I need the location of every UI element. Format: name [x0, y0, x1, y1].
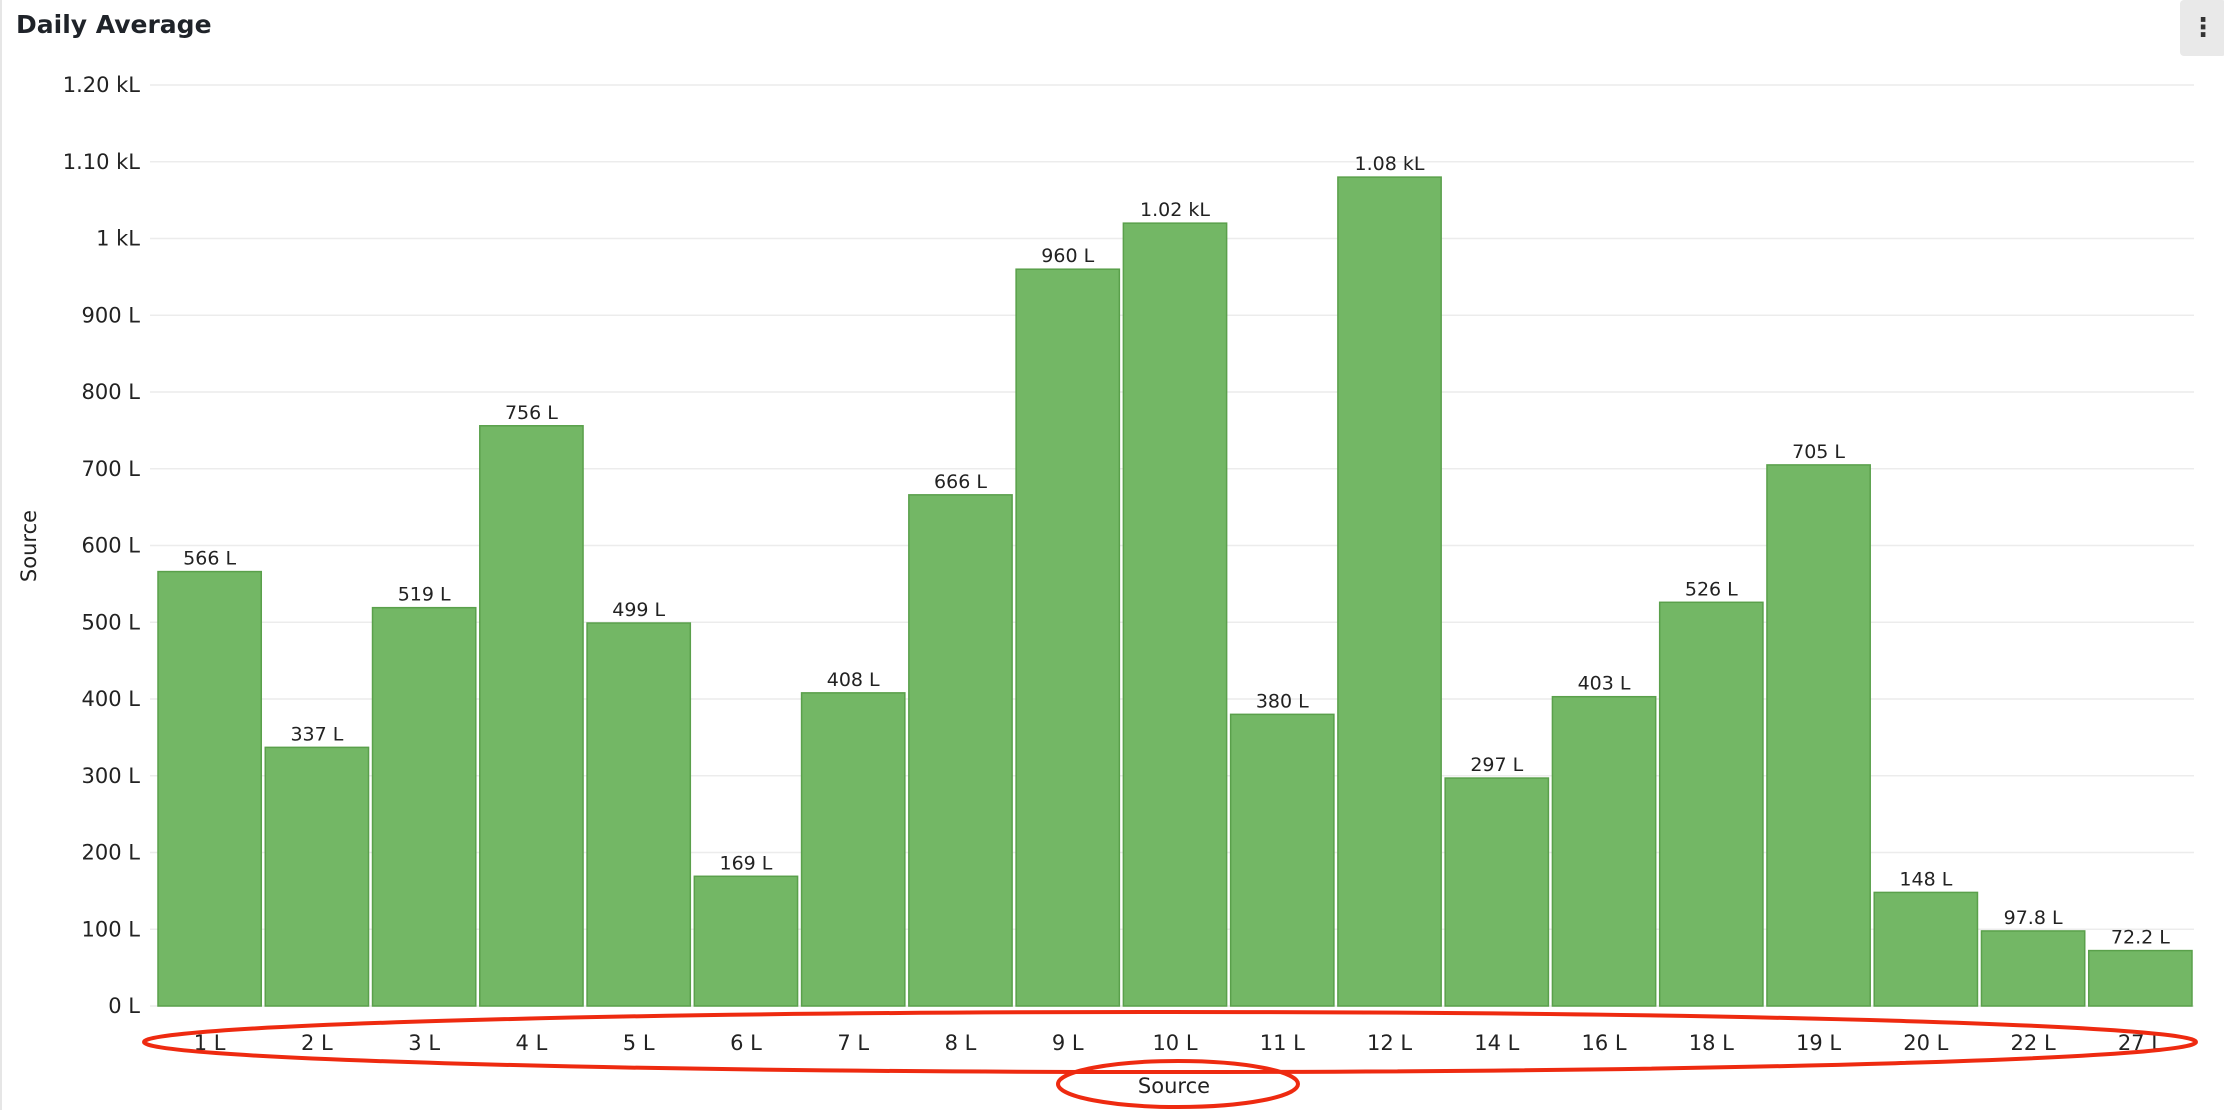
- bar[interactable]: [1766, 464, 1871, 1007]
- y-axis-ticks: 0 L 100 L 200 L 300 L 400 L 500 L 600 L 700 L 80…: [63, 73, 141, 1018]
- kebab-menu-icon: ⋮: [2190, 13, 2216, 43]
- bar[interactable]: [1337, 176, 1442, 1007]
- bars: [157, 176, 2193, 1007]
- x-tick-label: 9 L: [1052, 1031, 1084, 1055]
- bar-value-label: 1.02 kL: [1140, 199, 1210, 221]
- y-tick-label: 400 L: [82, 687, 141, 711]
- x-tick-label: 11 L: [1260, 1031, 1305, 1055]
- x-tick-label: 3 L: [408, 1031, 440, 1055]
- y-tick-label: 100 L: [82, 917, 141, 941]
- x-tick-label: 19 L: [1796, 1031, 1841, 1055]
- bar[interactable]: [371, 606, 477, 1007]
- bar[interactable]: [1980, 930, 2086, 1007]
- bar-value-label: 148 L: [1899, 868, 1952, 890]
- bar[interactable]: [1122, 222, 1228, 1007]
- y-tick-label: 1.10 kL: [63, 150, 141, 174]
- bar[interactable]: [479, 425, 584, 1007]
- bar-value-label: 408 L: [827, 669, 880, 691]
- x-tick-label: 4 L: [516, 1031, 548, 1055]
- bar-value-label: 97.8 L: [2004, 907, 2063, 929]
- x-tick-label: 10 L: [1152, 1031, 1197, 1055]
- bar[interactable]: [693, 875, 799, 1007]
- y-tick-label: 900 L: [82, 303, 141, 327]
- bar-value-label: 960 L: [1041, 245, 1094, 267]
- bar[interactable]: [800, 692, 906, 1007]
- y-tick-label: 300 L: [82, 764, 141, 788]
- bar-value-label: 499 L: [612, 599, 665, 621]
- bar-value-label: 705 L: [1792, 441, 1845, 463]
- bar-value-label: 566 L: [183, 548, 236, 570]
- bar-value-label: 526 L: [1685, 578, 1738, 600]
- y-tick-label: 1 kL: [96, 227, 140, 251]
- bar-value-label: 337 L: [290, 723, 343, 745]
- x-tick-label: 7 L: [837, 1031, 869, 1055]
- x-tick-label: 20 L: [1903, 1031, 1948, 1055]
- y-tick-label: 200 L: [82, 841, 141, 865]
- bar[interactable]: [2087, 949, 2193, 1007]
- y-tick-label: 800 L: [82, 380, 141, 404]
- x-tick-label: 12 L: [1367, 1031, 1412, 1055]
- bar[interactable]: [264, 746, 370, 1007]
- bar-value-label: 666 L: [934, 471, 987, 493]
- x-tick-label: 22 L: [2011, 1031, 2056, 1055]
- annotation-layer: [142, 1010, 2198, 1109]
- x-tick-label: 5 L: [623, 1031, 655, 1055]
- bar[interactable]: [1015, 268, 1121, 1007]
- bar[interactable]: [1444, 777, 1550, 1007]
- y-tick-label: 0 L: [108, 994, 140, 1018]
- y-tick-label: 600 L: [82, 534, 141, 558]
- bar-value-label: 519 L: [398, 584, 451, 606]
- x-tick-label: 6 L: [730, 1031, 762, 1055]
- x-tick-label: 2 L: [301, 1031, 333, 1055]
- y-tick-label: 700 L: [82, 457, 141, 481]
- bar[interactable]: [908, 494, 1013, 1007]
- bar[interactable]: [1229, 713, 1335, 1007]
- bar[interactable]: [586, 622, 692, 1007]
- panel-title: Daily Average: [16, 10, 212, 39]
- y-tick-label: 1.20 kL: [63, 73, 141, 97]
- y-tick-label: 500 L: [82, 610, 141, 634]
- x-tick-label: 16 L: [1581, 1031, 1626, 1055]
- bar-value-label: 169 L: [720, 852, 773, 874]
- x-axis-title: Source: [1138, 1074, 1210, 1098]
- annotation-ellipse-x-title: [1056, 1059, 1300, 1109]
- bar-value-label: 380 L: [1256, 690, 1309, 712]
- panel-menu-button[interactable]: ⋮: [2180, 0, 2224, 56]
- bar[interactable]: [1658, 601, 1764, 1007]
- bar-value-label: 1.08 kL: [1355, 153, 1425, 175]
- x-tick-label: 8 L: [945, 1031, 977, 1055]
- x-tick-label: 14 L: [1474, 1031, 1519, 1055]
- bar[interactable]: [157, 570, 263, 1007]
- bar-value-labels: 566 L 337 L 519 L 756 L 499 L 169 L 408 L 666 L…: [183, 153, 2170, 948]
- bar-value-label: 403 L: [1578, 673, 1631, 695]
- x-tick-label: 18 L: [1689, 1031, 1734, 1055]
- y-axis-title: Source: [17, 510, 41, 582]
- bar[interactable]: [1873, 891, 1979, 1007]
- bar[interactable]: [1551, 695, 1657, 1007]
- bar-value-label: 297 L: [1470, 754, 1523, 776]
- bar-value-label: 756 L: [505, 402, 558, 424]
- bar-value-label: 72.2 L: [2111, 927, 2170, 949]
- annotation-ellipse-x-ticks: [142, 1010, 2198, 1074]
